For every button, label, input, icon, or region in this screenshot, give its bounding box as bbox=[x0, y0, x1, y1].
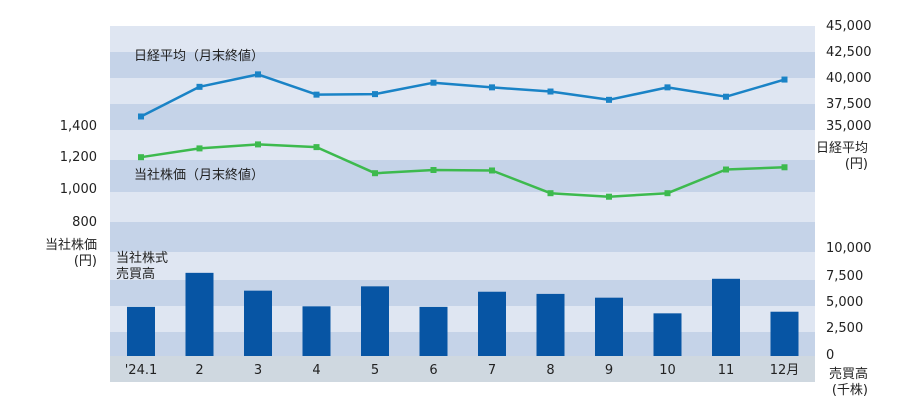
volume-axis-title-line1: 売買高 bbox=[829, 366, 868, 382]
background-band bbox=[110, 222, 815, 252]
x-tick-label: 8 bbox=[546, 363, 554, 378]
right-tick-label: 35,000 bbox=[826, 119, 872, 134]
nikkei-line bbox=[140, 73, 785, 118]
background-bands bbox=[110, 26, 815, 356]
nikkei-point bbox=[430, 79, 437, 86]
x-tick-label: 10 bbox=[659, 363, 676, 378]
x-tick-label: 2 bbox=[195, 363, 203, 378]
background-band bbox=[110, 52, 815, 78]
x-tick-label: 4 bbox=[312, 363, 320, 378]
volume-axis-title-line2: (千株) bbox=[832, 383, 868, 398]
right-tick-label: 40,000 bbox=[826, 71, 872, 86]
volume-bar bbox=[770, 311, 799, 356]
right-tick-label: 42,500 bbox=[826, 45, 872, 60]
legend-volume-line2: 売買高 bbox=[116, 266, 155, 282]
volume-bar bbox=[244, 290, 272, 356]
volume-bar bbox=[712, 278, 740, 356]
share-price-point bbox=[723, 166, 729, 173]
share-price-point bbox=[196, 145, 203, 152]
nikkei-point bbox=[313, 91, 320, 98]
nikkei-point bbox=[255, 71, 261, 78]
left-axis-title-line2: (円) bbox=[74, 254, 97, 269]
left-axis-title-line1: 当社株価 bbox=[45, 237, 97, 253]
volume-bar bbox=[185, 272, 214, 356]
right-tick-label: 37,500 bbox=[826, 97, 872, 112]
legend-share-price: 当社株価（月末終値） bbox=[134, 167, 264, 183]
volume-bar bbox=[653, 313, 682, 356]
left-tick-label: 1,000 bbox=[60, 182, 97, 197]
share-price-point bbox=[489, 167, 495, 174]
nikkei-point bbox=[606, 96, 612, 103]
right-tick-label: 45,000 bbox=[826, 19, 872, 34]
x-tick-label: 5 bbox=[371, 363, 379, 378]
background-band bbox=[110, 306, 815, 332]
background-band bbox=[110, 78, 815, 104]
share-price-point bbox=[138, 154, 144, 161]
volume-bars bbox=[127, 272, 799, 356]
nikkei-point bbox=[196, 83, 203, 90]
right-axis-title-line2: (円) bbox=[845, 157, 868, 172]
volume-bar bbox=[595, 297, 623, 356]
share-price-point bbox=[430, 167, 437, 173]
background-band bbox=[110, 252, 815, 280]
x-tick-label: 11 bbox=[718, 363, 735, 378]
nikkei-point bbox=[372, 91, 378, 98]
nikkei-point bbox=[489, 84, 495, 91]
share-price-point bbox=[255, 141, 261, 148]
share-price-point bbox=[372, 170, 378, 177]
background-band bbox=[110, 26, 815, 52]
background-band bbox=[110, 332, 815, 356]
volume-tick-label: 2,500 bbox=[826, 321, 863, 336]
left-tick-label: 800 bbox=[72, 215, 97, 230]
x-tick-label: 3 bbox=[254, 363, 262, 378]
nikkei-point bbox=[781, 76, 788, 83]
background-band bbox=[110, 192, 815, 222]
share-price-point bbox=[547, 190, 554, 197]
volume-bar bbox=[127, 306, 155, 356]
x-tick-label: 9 bbox=[605, 363, 613, 378]
axis-ticks: 45,00042,50040,00037,50035,0001,4001,200… bbox=[60, 19, 872, 378]
nikkei-point bbox=[723, 93, 729, 100]
line-series bbox=[138, 71, 788, 200]
nikkei-point bbox=[664, 84, 671, 91]
volume-tick-label: 0 bbox=[826, 348, 834, 363]
right-axis-title-line1: 日経平均 bbox=[816, 141, 868, 156]
x-axis-strip bbox=[110, 356, 815, 382]
background-band bbox=[110, 280, 815, 306]
legend-nikkei: 日経平均（月末終値） bbox=[134, 48, 264, 64]
x-tick-label: 6 bbox=[429, 363, 437, 378]
x-tick-label: 12月 bbox=[770, 363, 800, 378]
left-tick-label: 1,200 bbox=[60, 150, 97, 165]
volume-bar bbox=[302, 306, 331, 356]
background-band bbox=[110, 160, 815, 192]
volume-bar bbox=[419, 306, 448, 356]
share-price-point bbox=[664, 190, 671, 197]
x-tick-label: 7 bbox=[488, 363, 496, 378]
share-price-line bbox=[140, 143, 785, 198]
share-price-point bbox=[781, 164, 788, 171]
nikkei-point bbox=[547, 88, 554, 95]
share-price-point bbox=[313, 144, 320, 151]
share-price-point bbox=[606, 193, 612, 200]
volume-tick-label: 7,500 bbox=[826, 269, 863, 284]
volume-tick-label: 5,000 bbox=[826, 295, 863, 310]
left-tick-label: 1,400 bbox=[60, 119, 97, 134]
volume-tick-label: 10,000 bbox=[826, 241, 872, 256]
nikkei-point bbox=[138, 113, 144, 120]
legend-volume-line1: 当社株式 bbox=[116, 250, 168, 266]
background-band bbox=[110, 104, 815, 130]
volume-bar bbox=[361, 286, 389, 356]
background-band bbox=[110, 130, 815, 160]
x-tick-label: '24.1 bbox=[125, 363, 158, 378]
volume-bar bbox=[478, 291, 506, 356]
volume-bar bbox=[536, 293, 565, 356]
